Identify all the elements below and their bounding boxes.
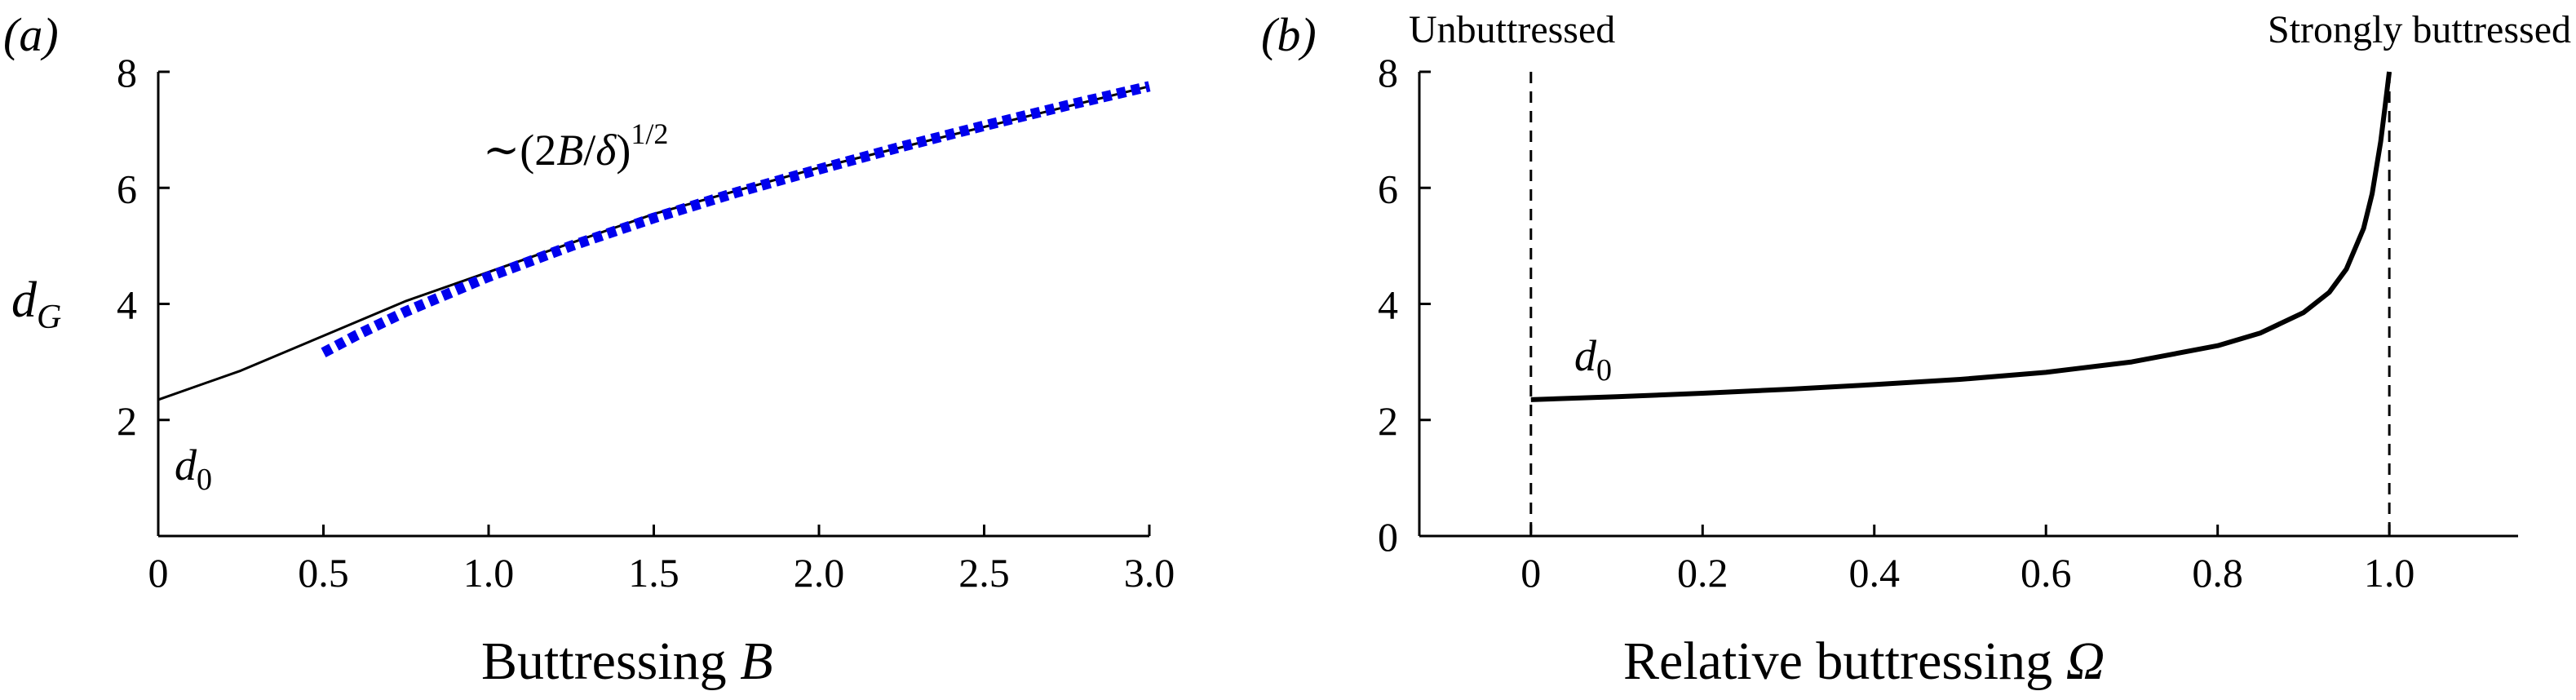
- x-tick-label: 0.4: [1848, 550, 1900, 596]
- y-tick-label: 2: [1378, 398, 1398, 444]
- y-tick-label: 8: [117, 50, 137, 95]
- panel-a-y-ticks: 2 4 6 8: [117, 50, 170, 444]
- y-tick-label: 8: [1378, 50, 1398, 95]
- panel-b-axes: [1418, 72, 2518, 538]
- y-tick-label: 4: [1378, 282, 1398, 328]
- asymptote-series-line: [321, 81, 1151, 357]
- x-tick-label: 1.5: [628, 550, 679, 596]
- x-tick-label: 0.6: [2021, 550, 2072, 596]
- panel-b-x-axis-title: Relative buttressing Ω: [1623, 631, 2105, 691]
- x-tick-label: 2.0: [794, 550, 845, 596]
- panel-b-y-ticks: 0 2 4 6 8: [1378, 50, 1431, 560]
- x-tick-label: 1.0: [463, 550, 515, 596]
- panel-a: (a) 0 0.5 1.0 1.5 2.0 2.5 3.0 2 4 6 8 Buttressing…: [3, 8, 1175, 691]
- panel-b-x-ticks: 0 0.2 0.4 0.6 0.8 1.0: [1520, 525, 2414, 596]
- panel-a-d0-annotation: d0: [175, 441, 212, 497]
- panel-a-x-axis-title: Buttressing B: [481, 631, 773, 691]
- x-tick-label: 0.8: [2192, 550, 2243, 596]
- x-tick-label: 0.5: [298, 550, 349, 596]
- y-tick-label: 2: [117, 398, 137, 444]
- x-tick-label: 1.0: [2364, 550, 2415, 596]
- x-tick-label: 0.2: [1677, 550, 1728, 596]
- panel-b-reference-lines: [1529, 72, 2391, 536]
- y-tick-label: 6: [117, 166, 137, 211]
- y-tick-label: 6: [1378, 166, 1398, 211]
- panel-b-unbuttressed-label: Unbuttressed: [1409, 8, 1615, 51]
- x-tick-label: 3.0: [1124, 550, 1175, 596]
- x-tick-label: 2.5: [958, 550, 1010, 596]
- y-tick-label: 0: [1378, 514, 1398, 560]
- panel-a-series: [157, 81, 1151, 401]
- panel-b-strongly-buttressed-label: Strongly buttressed: [2268, 8, 2571, 51]
- panel-b-series: [1530, 71, 2392, 402]
- panel-a-asymptote-annotation: ∼(2B/δ)1/2: [483, 117, 668, 175]
- panel-b: (b) 0 0.2 0.4 0.6 0.8 1.0 0 2 4 6 8 Relative butt…: [1261, 8, 2571, 691]
- panel-a-y-axis-title: dG: [11, 272, 61, 336]
- y-tick-label: 4: [117, 282, 137, 328]
- solution-series-line: [1530, 71, 2392, 402]
- panel-a-label: (a): [3, 8, 59, 61]
- x-tick-label: 0: [1520, 550, 1541, 596]
- x-tick-label: 0: [148, 550, 169, 596]
- panel-a-x-ticks: 0 0.5 1.0 1.5 2.0 2.5 3.0: [148, 525, 1175, 596]
- panel-b-d0-annotation: d0: [1574, 331, 1612, 388]
- panel-b-label: (b): [1261, 8, 1317, 61]
